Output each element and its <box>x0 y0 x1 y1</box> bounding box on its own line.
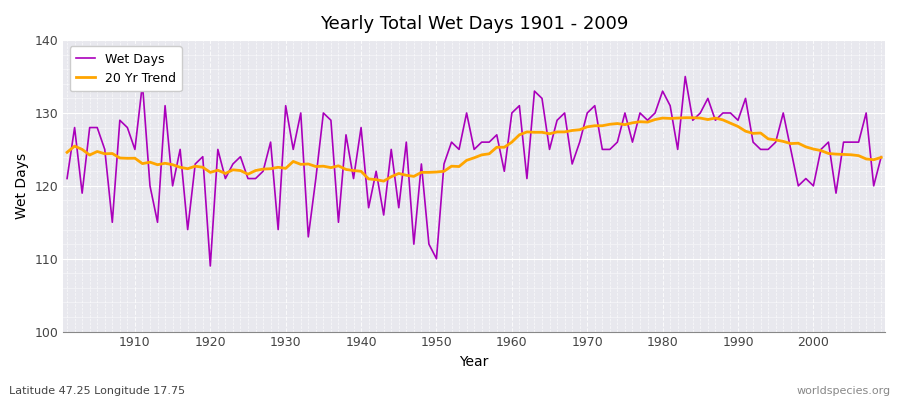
20 Yr Trend <box>507 140 517 144</box>
20 Yr Trend <box>62 150 73 155</box>
20 Yr Trend <box>288 159 299 164</box>
Text: worldspecies.org: worldspecies.org <box>796 386 891 396</box>
Wet Days <box>605 147 616 152</box>
20 Yr Trend <box>876 155 886 160</box>
20 Yr Trend <box>378 179 389 184</box>
Wet Days <box>62 176 73 181</box>
Wet Days <box>122 125 133 130</box>
20 Yr Trend <box>514 132 525 137</box>
Wet Days <box>680 74 690 79</box>
20 Yr Trend <box>680 115 690 120</box>
X-axis label: Year: Year <box>460 355 489 369</box>
20 Yr Trend <box>333 164 344 168</box>
Legend: Wet Days, 20 Yr Trend: Wet Days, 20 Yr Trend <box>69 46 182 91</box>
Line: 20 Yr Trend: 20 Yr Trend <box>68 118 881 181</box>
Wet Days <box>295 110 306 115</box>
Wet Days <box>507 110 517 115</box>
Y-axis label: Wet Days: Wet Days <box>15 153 29 219</box>
Wet Days <box>514 103 525 108</box>
Title: Yearly Total Wet Days 1901 - 2009: Yearly Total Wet Days 1901 - 2009 <box>320 15 628 33</box>
Wet Days <box>340 132 351 137</box>
Wet Days <box>876 154 886 159</box>
Text: Latitude 47.25 Longitude 17.75: Latitude 47.25 Longitude 17.75 <box>9 386 185 396</box>
20 Yr Trend <box>122 156 133 161</box>
20 Yr Trend <box>605 122 616 127</box>
Wet Days <box>205 264 216 268</box>
Line: Wet Days: Wet Days <box>68 76 881 266</box>
